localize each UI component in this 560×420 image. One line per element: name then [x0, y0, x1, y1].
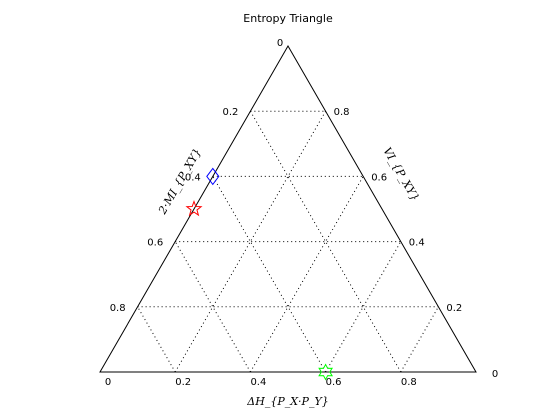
bottom-tick-label: 0	[105, 377, 111, 388]
grid-line-left-parallel	[249, 176, 364, 373]
right-tick-label: 0.8	[334, 107, 350, 118]
bottom-end-tick-label: 0	[492, 369, 498, 380]
tick-labels: 0 0.2 0.4 0.6 0.8 0 0 0.2 0.4 0.6 0.8 0.8 0.6 0.4 0.2	[105, 38, 498, 388]
apex-tick-label: 0	[277, 38, 283, 49]
grid-line-right-parallel	[137, 306, 176, 373]
triangle-outline	[99, 44, 477, 373]
diamond-marker	[206, 167, 220, 186]
right-tick-label: 0.4	[409, 238, 425, 249]
triangle-frame	[99, 44, 477, 373]
grid-line-right-parallel	[212, 176, 327, 373]
chart-title: Entropy Triangle	[243, 12, 333, 25]
bottom-tick-label: 0.4	[250, 377, 266, 388]
right-tick-label: 0.2	[446, 303, 462, 314]
left-tick-label: 0.6	[147, 238, 163, 249]
left-tick-label: 0.8	[110, 303, 126, 314]
bottom-tick-label: 0.6	[326, 377, 342, 388]
right-tick-label: 0.6	[371, 172, 387, 183]
bottom-axis-label: ΔH_{P_X·P_Y}	[246, 395, 328, 408]
bottom-tick-label: 0.8	[401, 377, 417, 388]
hexagram-marker	[318, 363, 334, 381]
left-tick-label: 0.4	[185, 172, 201, 183]
pentagram-marker	[185, 200, 203, 217]
data-markers	[185, 167, 334, 381]
bottom-tick-label: 0.2	[175, 377, 191, 388]
grid-lines	[137, 110, 439, 373]
left-tick-label: 0.2	[222, 107, 238, 118]
grid-line-left-parallel	[400, 306, 439, 373]
